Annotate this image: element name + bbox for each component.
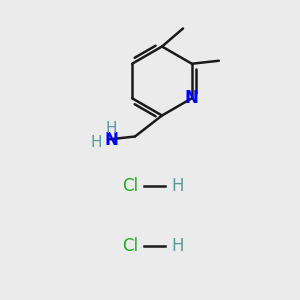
Text: Cl: Cl [122,177,138,195]
Text: Cl: Cl [122,237,138,255]
Text: H: H [105,121,117,136]
Text: N: N [104,130,118,148]
Text: H: H [91,135,102,150]
Text: H: H [171,237,184,255]
Text: N: N [185,89,199,107]
Text: H: H [171,177,184,195]
